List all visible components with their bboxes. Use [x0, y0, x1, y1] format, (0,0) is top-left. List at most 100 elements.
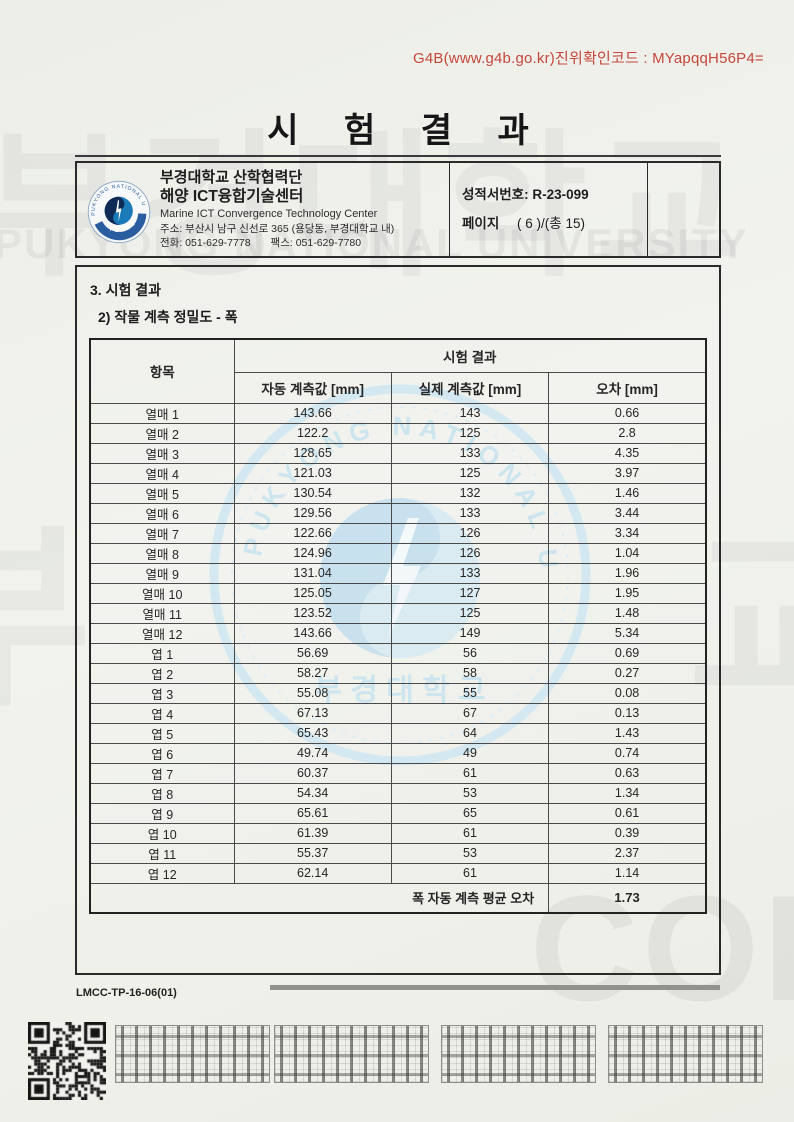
- error-value-cell: 0.66: [548, 402, 707, 424]
- verification-code: G4B(www.g4b.go.kr)진위확인코드 : MYapqqH56P4=: [413, 50, 764, 67]
- table-row: 엽 3 55.08 55 0.08: [89, 682, 707, 704]
- table-row: 열매 11 123.52 125 1.48: [89, 602, 707, 624]
- page-number-label: 페이지: [462, 216, 500, 231]
- column-header-error: 오차 [mm]: [548, 371, 707, 404]
- auto-value-cell: 129.56: [233, 502, 392, 524]
- item-cell: 열매 4: [89, 462, 235, 484]
- report-number-value: R-23-099: [532, 187, 589, 202]
- error-value-cell: 1.46: [548, 482, 707, 504]
- report-meta-cell: 성적서번호: R-23-099 페이지 ( 6 )/(총 15): [450, 163, 648, 256]
- error-value-cell: 4.35: [548, 442, 707, 464]
- item-cell: 열매 8: [89, 542, 235, 564]
- auto-value-cell: 61.39: [233, 822, 392, 844]
- table-row: 열매 12 143.66 149 5.34: [89, 622, 707, 644]
- report-header-box: PUKYONG NATIONAL UNIV 부경대학교 부경대학교 산학협력단 …: [75, 161, 721, 258]
- table-row: 엽 5 65.43 64 1.43: [89, 722, 707, 744]
- error-value-cell: 0.39: [548, 822, 707, 844]
- table-row: 열매 9 131.04 133 1.96: [89, 562, 707, 584]
- auto-value-cell: 143.66: [233, 402, 392, 424]
- organization-cell: PUKYONG NATIONAL UNIV 부경대학교 부경대학교 산학협력단 …: [77, 163, 450, 256]
- table-row: 열매 6 129.56 133 3.44: [89, 502, 707, 524]
- actual-value-cell: 53: [390, 842, 550, 864]
- item-cell: 엽 9: [89, 802, 235, 824]
- auto-value-cell: 62.14: [233, 862, 392, 884]
- auto-value-cell: 122.2: [233, 422, 392, 444]
- table-row: 엽 8 54.34 53 1.34: [89, 782, 707, 804]
- error-value-cell: 3.44: [548, 502, 707, 524]
- actual-value-cell: 65: [390, 802, 550, 824]
- error-value-cell: 3.34: [548, 522, 707, 544]
- subsection-heading: 2) 작물 계측 정밀도 - 폭: [98, 309, 238, 325]
- org-name-line1: 부경대학교 산학협력단: [160, 169, 303, 187]
- actual-value-cell: 67: [390, 702, 550, 724]
- item-cell: 엽 1: [89, 642, 235, 664]
- error-value-cell: 1.34: [548, 782, 707, 804]
- university-logo: PUKYONG NATIONAL UNIV 부경대학교: [78, 170, 157, 250]
- item-cell: 엽 11: [89, 842, 235, 864]
- org-name-english: Marine ICT Convergence Technology Center: [160, 207, 378, 220]
- actual-value-cell: 133: [390, 442, 550, 464]
- results-section-box: 3. 시험 결과 2) 작물 계측 정밀도 - 폭 항목 시험 결과 자동 계측…: [75, 265, 721, 975]
- actual-value-cell: 149: [390, 622, 550, 644]
- footer-divider: [270, 985, 720, 990]
- actual-value-cell: 126: [390, 542, 550, 564]
- actual-value-cell: 125: [390, 422, 550, 444]
- table-row: 엽 4 67.13 67 0.13: [89, 702, 707, 724]
- actual-value-cell: 127: [390, 582, 550, 604]
- auto-value-cell: 55.37: [233, 842, 392, 864]
- item-cell: 열매 2: [89, 422, 235, 444]
- actual-value-cell: 53: [390, 782, 550, 804]
- item-cell: 엽 7: [89, 762, 235, 784]
- actual-value-cell: 133: [390, 562, 550, 584]
- actual-value-cell: 132: [390, 482, 550, 504]
- actual-value-cell: 126: [390, 522, 550, 544]
- page-title: 시 험 결 과: [267, 112, 547, 150]
- auto-value-cell: 121.03: [233, 462, 392, 484]
- report-number-label: 성적서번호:: [462, 187, 529, 202]
- item-cell: 엽 3: [89, 682, 235, 704]
- qr-code: [28, 1022, 106, 1100]
- title-divider: [75, 155, 721, 157]
- table-row: 엽 11 55.37 53 2.37: [89, 842, 707, 864]
- auto-value-cell: 124.96: [233, 542, 392, 564]
- item-cell: 엽 8: [89, 782, 235, 804]
- table-row: 열매 4 121.03 125 3.97: [89, 462, 707, 484]
- auto-value-cell: 56.69: [233, 642, 392, 664]
- table-row: 엽 9 65.61 65 0.61: [89, 802, 707, 824]
- table-row: 엽 7 60.37 61 0.63: [89, 762, 707, 784]
- error-value-cell: 0.13: [548, 702, 707, 724]
- actual-value-cell: 58: [390, 662, 550, 684]
- error-value-cell: 1.48: [548, 602, 707, 624]
- error-value-cell: 2.37: [548, 842, 707, 864]
- table-footer-row: 폭 자동 계측 평균 오차 1.73: [89, 882, 707, 914]
- error-value-cell: 0.27: [548, 662, 707, 684]
- error-value-cell: 5.34: [548, 622, 707, 644]
- actual-value-cell: 143: [390, 402, 550, 424]
- org-name-line2: 해양 ICT융합기술센터: [160, 187, 304, 205]
- error-value-cell: 1.96: [548, 562, 707, 584]
- auto-value-cell: 131.04: [233, 562, 392, 584]
- item-cell: 열매 5: [89, 482, 235, 504]
- table-row: 엽 1 56.69 56 0.69: [89, 642, 707, 664]
- auto-value-cell: 122.66: [233, 522, 392, 544]
- table-row: 열매 8 124.96 126 1.04: [89, 542, 707, 564]
- error-value-cell: 1.14: [548, 862, 707, 884]
- actual-value-cell: 61: [390, 762, 550, 784]
- item-cell: 열매 7: [89, 522, 235, 544]
- org-fax: 팩스: 051-629-7780: [270, 236, 362, 249]
- auto-value-cell: 125.05: [233, 582, 392, 604]
- item-cell: 열매 3: [89, 442, 235, 464]
- auto-value-cell: 58.27: [233, 662, 392, 684]
- item-cell: 엽 12: [89, 862, 235, 884]
- table-row: 엽 6 49.74 49 0.74: [89, 742, 707, 764]
- actual-value-cell: 133: [390, 502, 550, 524]
- item-cell: 엽 6: [89, 742, 235, 764]
- org-phone: 전화: 051-629-7778: [160, 236, 251, 249]
- auto-value-cell: 67.13: [233, 702, 392, 724]
- item-cell: 엽 2: [89, 662, 235, 684]
- column-header-group: 시험 결과: [233, 338, 707, 373]
- error-value-cell: 0.63: [548, 762, 707, 784]
- table-row: 열매 5 130.54 132 1.46: [89, 482, 707, 504]
- error-value-cell: 1.95: [548, 582, 707, 604]
